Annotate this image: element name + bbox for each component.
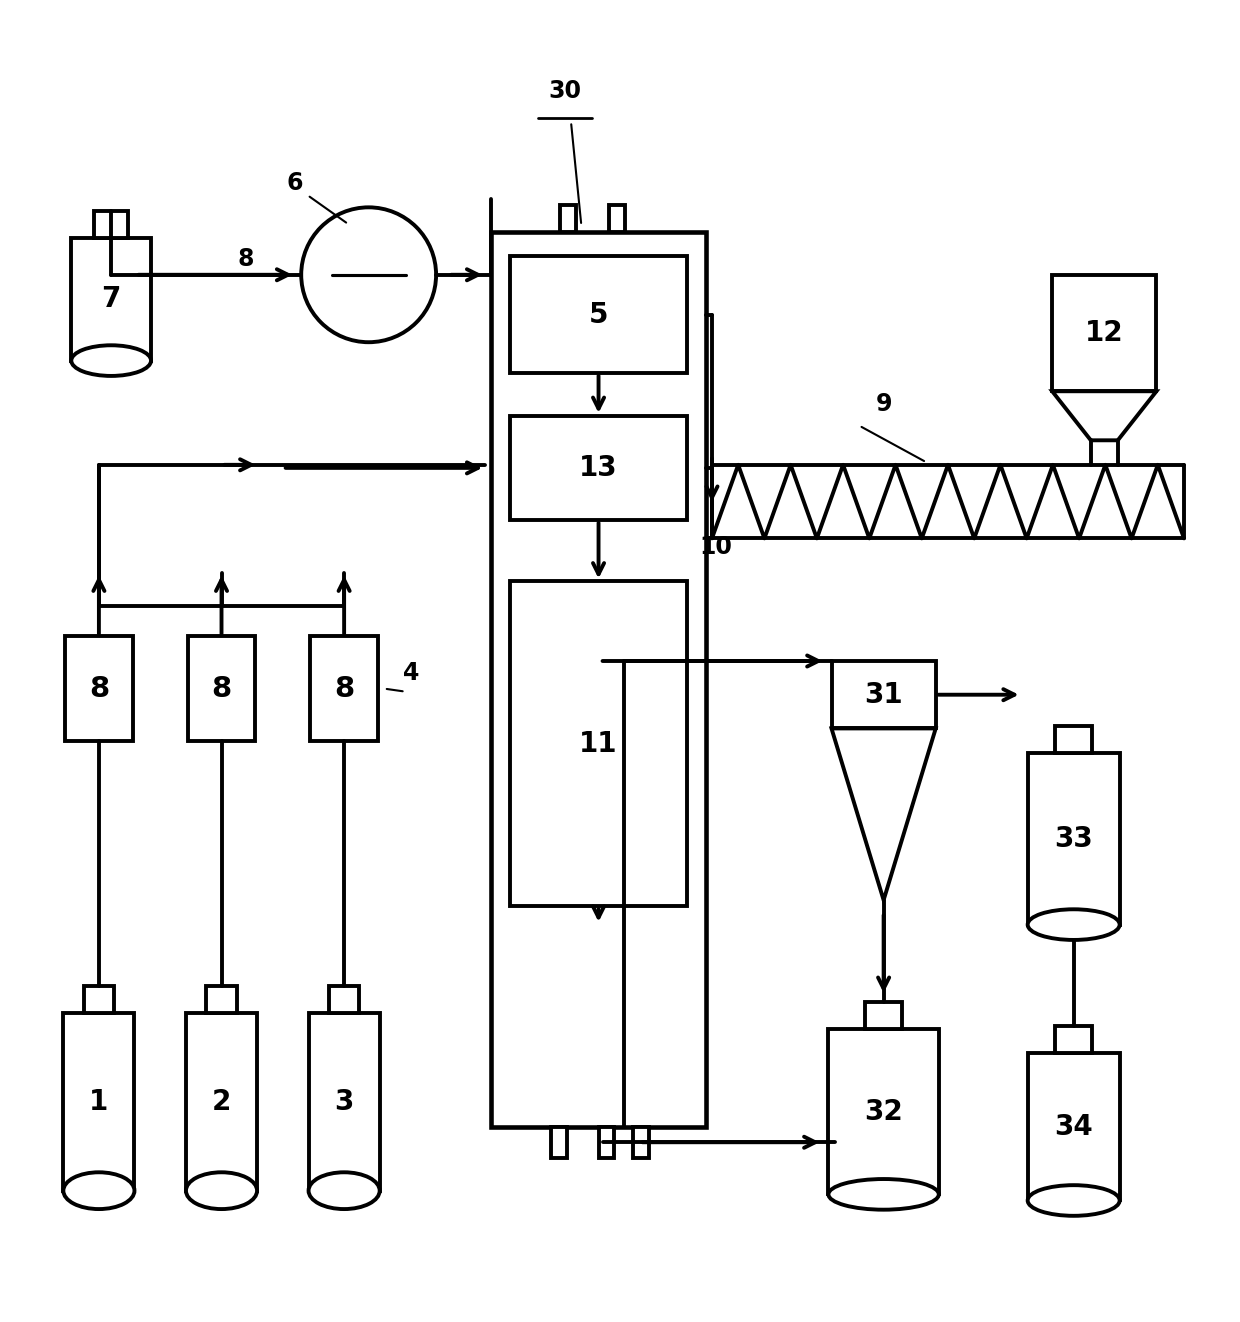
Text: 13: 13 [579, 453, 618, 483]
Bar [552, 1126, 567, 1158]
Ellipse shape [63, 1173, 134, 1210]
Text: 8: 8 [334, 674, 355, 702]
Text: 33: 33 [1054, 825, 1092, 853]
Bar [866, 1002, 901, 1029]
Bar [309, 1013, 379, 1191]
Text: 8: 8 [89, 674, 109, 702]
Bar [1053, 275, 1157, 391]
Bar [510, 582, 687, 906]
Bar [510, 256, 687, 373]
Text: 7: 7 [102, 286, 120, 313]
Text: 2: 2 [212, 1088, 231, 1116]
Bar [63, 1013, 134, 1191]
Text: 1: 1 [89, 1088, 109, 1116]
Ellipse shape [186, 1173, 257, 1210]
Text: 6: 6 [286, 171, 304, 194]
Bar [828, 1029, 939, 1194]
Bar [186, 1013, 257, 1191]
Bar [1055, 726, 1092, 754]
Text: 12: 12 [1085, 319, 1123, 346]
Circle shape [301, 208, 436, 342]
Polygon shape [1053, 391, 1157, 440]
Text: 30: 30 [548, 79, 582, 103]
Text: 5: 5 [589, 300, 609, 329]
Bar [832, 661, 936, 728]
Ellipse shape [1028, 910, 1120, 940]
Text: 32: 32 [864, 1097, 903, 1125]
Bar [609, 205, 625, 231]
Bar [491, 231, 706, 1126]
Ellipse shape [309, 1173, 379, 1210]
Text: 34: 34 [1054, 1113, 1092, 1141]
Bar [94, 212, 128, 238]
Ellipse shape [1028, 1185, 1120, 1216]
Bar [1028, 754, 1120, 924]
Bar [599, 1126, 615, 1158]
Ellipse shape [72, 345, 151, 375]
Bar [510, 416, 687, 520]
Bar [560, 205, 575, 231]
Bar [187, 636, 255, 740]
Bar [66, 636, 133, 740]
Text: 3: 3 [335, 1088, 353, 1116]
Ellipse shape [828, 1179, 939, 1210]
Text: 4: 4 [403, 661, 420, 685]
Bar [83, 986, 114, 1013]
Bar [206, 986, 237, 1013]
Text: 31: 31 [864, 681, 903, 709]
Bar [1055, 1026, 1092, 1054]
Bar [632, 1126, 649, 1158]
Text: 9: 9 [875, 391, 892, 415]
Text: 8: 8 [238, 247, 254, 271]
Polygon shape [832, 728, 936, 900]
Bar [72, 238, 151, 361]
Text: 11: 11 [579, 730, 618, 758]
Bar [1028, 1054, 1120, 1200]
Bar [329, 986, 360, 1013]
Text: 10: 10 [699, 535, 732, 559]
Bar [310, 636, 378, 740]
Text: 8: 8 [212, 674, 232, 702]
